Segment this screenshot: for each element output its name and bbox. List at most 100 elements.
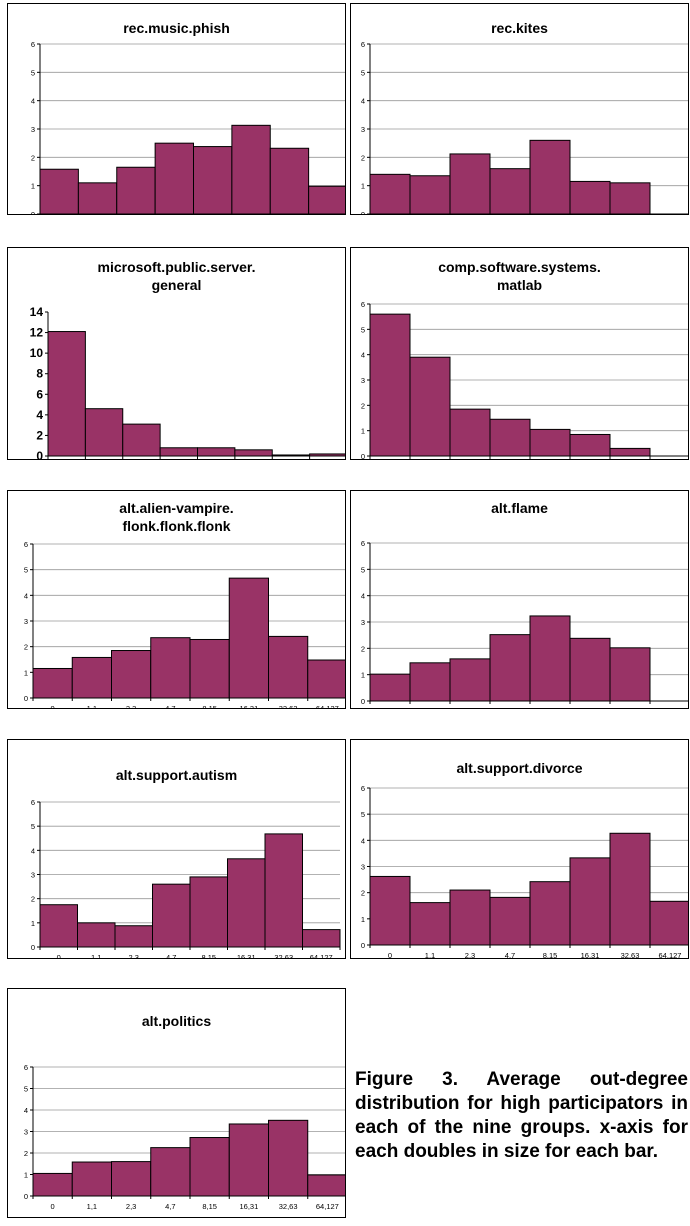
y-tick-label: 3	[24, 1128, 28, 1137]
y-tick-label: 6	[361, 784, 365, 793]
x-tick-label: 4,7	[505, 951, 515, 958]
y-tick-label: 1	[361, 182, 365, 191]
x-tick-label: 64,127	[316, 1202, 339, 1211]
bar	[47, 331, 86, 457]
x-tick-label: 8,15	[543, 951, 558, 958]
x-tick-label: 1,1	[87, 704, 97, 708]
bar	[150, 1147, 191, 1197]
y-tick-label: 6	[36, 387, 43, 401]
y-tick-label: 4	[24, 1106, 28, 1115]
bar	[302, 929, 341, 948]
x-tick-label: 64,127	[316, 704, 339, 708]
bar	[228, 577, 269, 699]
bar	[529, 615, 571, 702]
y-tick-label: 1	[361, 427, 365, 436]
y-tick-label: 2	[361, 889, 365, 898]
bar	[307, 1174, 345, 1197]
y-tick-label: 10	[30, 346, 44, 360]
y-tick-label: 2	[361, 644, 365, 653]
bar	[569, 180, 611, 214]
y-tick-label: 2	[31, 153, 35, 162]
chart-panel: alt.alien-vampire. flonk.flonk.flonk 0 1 2 3 4…	[7, 490, 346, 709]
bar	[307, 659, 345, 699]
y-tick-label: 6	[361, 300, 365, 309]
y-tick-label: 5	[361, 565, 365, 574]
chart-title: microsoft.public.server. general	[8, 258, 345, 294]
bar	[449, 153, 491, 214]
chart-title: alt.alien-vampire. flonk.flonk.flonk	[8, 499, 345, 535]
bar	[529, 881, 571, 946]
bar	[308, 185, 345, 214]
y-tick-label: 0	[361, 210, 365, 214]
bar	[569, 433, 611, 457]
y-tick-label: 4	[24, 591, 28, 600]
bar	[449, 889, 491, 946]
bar	[268, 635, 309, 699]
bar	[77, 182, 118, 214]
x-tick-label: 1,1	[425, 707, 435, 708]
bar	[111, 650, 152, 699]
x-tick-label: 8,15	[202, 1202, 217, 1211]
bar	[489, 896, 531, 946]
bar	[268, 1119, 309, 1197]
bar	[269, 147, 310, 214]
x-tick-label: 32,63	[279, 704, 298, 708]
bar	[529, 428, 571, 457]
y-tick-label: 5	[361, 810, 365, 819]
chart-title-line: comp.software.systems.	[438, 259, 601, 275]
y-tick-label: 5	[361, 68, 365, 77]
y-tick-label: 2	[36, 428, 43, 442]
x-tick-label: 2,3	[129, 953, 139, 958]
bar	[529, 139, 571, 214]
chart-title: rec.kites	[351, 19, 688, 37]
x-tick-label: 8,15	[543, 707, 558, 708]
x-tick-label: 0	[51, 1202, 55, 1211]
x-tick-label: 16,31	[239, 1202, 258, 1211]
bar	[189, 638, 230, 699]
chart-panel: alt.support.autism 0 1 2 3 4 5 6 0 1,1 2,3 4,7 8,15 1…	[7, 739, 346, 959]
bar	[609, 832, 651, 946]
bar-chart: 0246810121401,12,34,78,1516,3132,6364,12…	[30, 305, 345, 459]
chart-title: comp.software.systems. matlab	[351, 258, 688, 294]
y-tick-label: 3	[31, 125, 35, 134]
y-tick-label: 3	[361, 376, 365, 385]
chart-title-line: flonk.flonk.flonk	[122, 518, 231, 534]
y-tick-label: 4	[361, 351, 365, 360]
x-tick-label: 1,1	[87, 1202, 97, 1211]
y-tick-label: 1	[361, 915, 365, 924]
chart-title: alt.support.divorce	[351, 759, 688, 777]
x-tick-label: 0	[388, 951, 392, 958]
chart-title-line: alt.support.divorce	[456, 760, 583, 776]
chart-panel: microsoft.public.server. general 0 2 4 6 8 10 12…	[7, 247, 346, 460]
bar	[189, 876, 228, 948]
chart-title-line: alt.flame	[491, 500, 548, 516]
y-tick-label: 5	[361, 325, 365, 334]
y-tick-label: 0	[31, 943, 35, 952]
y-tick-label: 1	[24, 1171, 28, 1180]
bar	[39, 904, 78, 948]
y-tick-label: 3	[361, 125, 365, 134]
bar	[32, 1172, 73, 1197]
x-tick-label: 4,7	[165, 704, 175, 708]
x-tick-label: 32,63	[621, 951, 640, 958]
chart-title-line: microsoft.public.server.	[97, 259, 256, 275]
bar	[193, 146, 233, 214]
chart-title-line: rec.kites	[491, 20, 548, 36]
bar	[409, 175, 451, 214]
y-tick-label: 0	[361, 452, 365, 459]
y-tick-label: 2	[31, 895, 35, 904]
chart-panel: rec.music.phish012345601,12,34,78,1516,3…	[7, 3, 346, 215]
bar	[154, 142, 194, 214]
x-tick-label: 0	[51, 704, 55, 708]
y-tick-label: 4	[36, 408, 43, 422]
bar	[234, 449, 273, 457]
bar	[32, 667, 73, 699]
bar	[39, 168, 79, 214]
x-tick-label: 8,15	[201, 953, 216, 958]
x-tick-label: 32,63	[274, 953, 293, 958]
x-tick-label: 64,127	[659, 951, 682, 958]
